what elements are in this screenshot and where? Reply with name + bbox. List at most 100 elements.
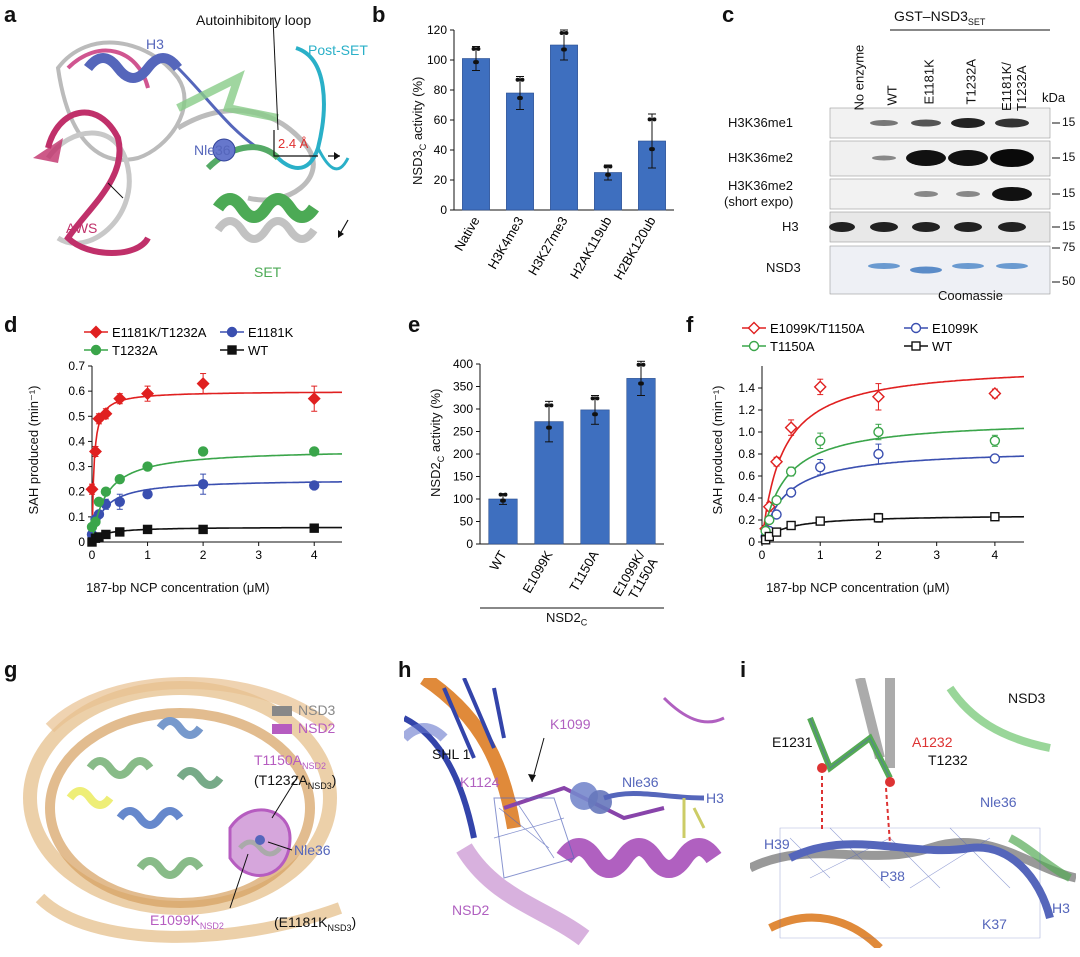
d-legend-marker	[89, 325, 103, 339]
f-xtick-label: 4	[992, 548, 999, 562]
nsd2-activity-bar-chart: 0 50 100 150 200 250 300 350 400 WT E1099K T1150A E1…	[453, 357, 664, 609]
f-ytick-label: 0.2	[738, 513, 755, 527]
d-marker	[88, 444, 102, 458]
f-fit-curve	[761, 427, 1024, 543]
h-nsd2: NSD2	[452, 902, 490, 918]
c-marker-1: 15	[1062, 115, 1076, 129]
i-p38: P38	[880, 868, 905, 884]
d-legend-label: E1181K	[248, 325, 294, 340]
d-ytick-label: 0.3	[68, 460, 85, 474]
c-marker-6: 50	[1062, 274, 1076, 288]
e-data-point	[590, 396, 595, 401]
panel-label-d: d	[4, 312, 18, 337]
c-lane-wt: WT	[884, 85, 900, 106]
i-h3: H3	[1052, 900, 1070, 916]
f-legend-label: E1099K	[932, 321, 979, 336]
panel-f-chart: 0 0.2 0.4 0.6 0.8 1.0 1.2 1.4 0 1 2 3 4 E1099K/T1150A…	[706, 318, 1078, 602]
e-bar	[488, 498, 518, 545]
b-data-point	[559, 31, 564, 35]
b-data-point	[474, 60, 479, 65]
d-marker	[197, 446, 209, 457]
protein-structure-illustration	[33, 17, 350, 256]
d-ytick-label: 0.4	[68, 434, 85, 448]
d-xtick-label: 4	[311, 548, 318, 562]
b-category-label: Native	[451, 214, 482, 253]
c-marker-4: 15	[1062, 219, 1076, 233]
d-legend-label: T1232A	[112, 343, 158, 358]
nsd3-kinetics-chart: 0 0.1 0.2 0.3 0.4 0.5 0.6 0.7 0 1 2 3 4 E1181K/T1232A…	[68, 325, 342, 562]
e-category-label: T1150A	[566, 548, 601, 594]
c-header: GST–NSD3SET	[894, 8, 986, 27]
d-ytick-label: 0.7	[68, 359, 85, 373]
d-marker	[99, 407, 113, 421]
g-t1150a: T1150ANSD2	[254, 752, 327, 771]
c-marker-2: 15	[1062, 150, 1076, 164]
e-ytick-label: 400	[453, 357, 473, 371]
panel-d-chart: 0 0.1 0.2 0.3 0.4 0.5 0.6 0.7 0 1 2 3 4 E1181K/T1232A…	[22, 318, 362, 602]
e-data-point	[593, 412, 598, 417]
b-ytick-label: 0	[440, 203, 447, 217]
c-row-label-2: H3K36me2	[728, 150, 794, 165]
h-shl: SHL 1	[432, 746, 471, 762]
b-data-point	[520, 77, 525, 82]
f-marker	[764, 514, 775, 526]
nsd3-activity-bar-chart: 0 20 40 60 80 100 120 Native H3K4me3H3K27me3H2AK…	[427, 23, 674, 282]
f-marker	[785, 487, 797, 498]
f-legend-marker	[911, 341, 921, 351]
d-ytick-label: 0.2	[68, 485, 85, 499]
e-ytick-label: 150	[453, 470, 473, 484]
b-data-point	[647, 117, 652, 122]
b-ytick-label: 40	[434, 143, 448, 157]
d-marker	[100, 486, 112, 497]
e-ytick-label: 350	[453, 380, 473, 394]
i-a1232: A1232	[912, 734, 953, 750]
c-row-label-3b: (short expo)	[724, 194, 794, 209]
d-legend-marker	[90, 344, 102, 356]
panel-c-western-blot: GST–NSD3SET No enzyme WT E1181K T1232A E…	[722, 8, 1078, 306]
b-ylabel: NSD3C activity (%)	[410, 76, 428, 185]
panel-label-e: e	[408, 312, 421, 337]
f-marker	[785, 466, 797, 477]
e-category-label: WT	[486, 548, 509, 573]
f-marker	[815, 461, 826, 473]
b-data-point	[650, 147, 655, 152]
b-bar	[550, 44, 578, 211]
i-t1232: T1232	[928, 752, 968, 768]
i-h39: H39	[764, 836, 790, 852]
panel-b-chart: 0 20 40 60 80 100 120 Native H3K4me3 H3K27me3 H2AK…	[392, 8, 692, 304]
b-ytick-label: 120	[427, 23, 447, 37]
b-ytick-label: 60	[434, 113, 448, 127]
c-row-label-3: H3K36me2	[728, 178, 794, 193]
f-legend-label: WT	[932, 339, 952, 354]
d-xtick-label: 0	[89, 548, 96, 562]
f-ytick-label: 0.6	[738, 469, 755, 483]
e-data-point	[547, 425, 552, 430]
f-marker	[815, 516, 825, 526]
h-h3: H3	[706, 790, 724, 806]
c-kda: kDa	[1042, 90, 1066, 105]
c-marker-5: 75	[1062, 240, 1076, 254]
f-marker	[873, 513, 884, 523]
b-category-label: H3K27me3	[525, 214, 571, 278]
f-fit-curve	[761, 375, 1024, 543]
f-legend-marker	[748, 340, 760, 352]
f-ylabel: SAH produced (min⁻¹)	[710, 385, 725, 515]
f-marker	[813, 380, 827, 394]
d-fit-curve	[91, 526, 342, 543]
panel-i-structure: NSD3 E1231 A1232 T1232 Nle36 H39 P38 K37…	[750, 678, 1076, 948]
c-row-label-4: H3	[782, 219, 799, 234]
panel-label-b: b	[372, 2, 386, 27]
d-marker	[309, 480, 320, 491]
nucleosome-structure-illustration	[23, 677, 343, 943]
d-marker	[115, 527, 125, 537]
d-marker	[196, 377, 210, 391]
panel-label-a: a	[4, 2, 17, 27]
d-ytick-label: 0.6	[68, 384, 85, 398]
e-ytick-label: 0	[466, 537, 473, 551]
d-marker	[85, 482, 99, 496]
c-lane-t1232a: T1232A	[963, 58, 979, 105]
h-nle36: Nle36	[622, 774, 659, 790]
d-marker	[93, 496, 105, 507]
f-marker	[988, 387, 1002, 400]
e-data-point	[498, 492, 503, 497]
